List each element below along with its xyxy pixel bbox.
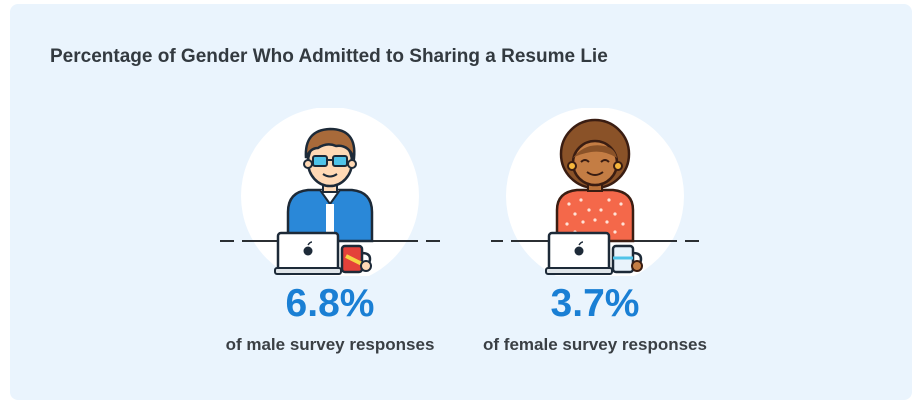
male-stat: 6.8% of male survey responses: [180, 108, 480, 368]
infographic-card: Percentage of Gender Who Admitted to Sha…: [10, 4, 912, 400]
woman-at-laptop-icon: [491, 108, 699, 276]
female-stat: 3.7% of female survey responses: [445, 108, 745, 368]
female-percentage: 3.7%: [550, 282, 640, 325]
male-caption: of male survey responses: [225, 335, 435, 354]
female-caption: of female survey responses: [483, 335, 707, 354]
chart-title: Percentage of Gender Who Admitted to Sha…: [50, 46, 608, 67]
male-percentage: 6.8%: [285, 282, 375, 325]
man-at-laptop-icon: [220, 108, 440, 276]
